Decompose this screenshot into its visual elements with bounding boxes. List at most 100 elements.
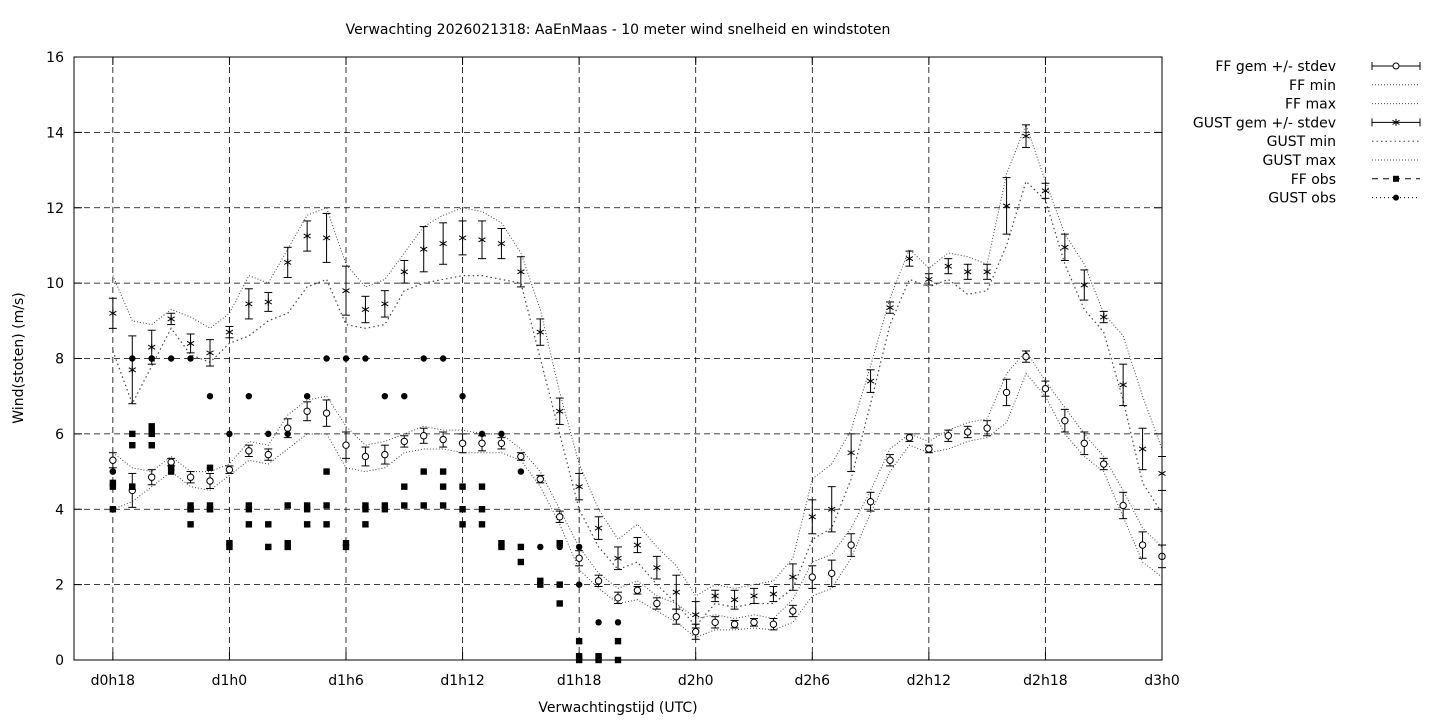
ff-obs-point <box>323 502 330 509</box>
ff-obs-point <box>148 441 155 449</box>
ff-obs-point <box>362 506 369 513</box>
legend: FF gem +/- stdev FF min FF max GUST gem +/-… <box>1193 59 1421 207</box>
ff-obs-point <box>187 506 194 513</box>
x-tick-label: d1h0 <box>212 673 248 689</box>
gust-mean-point <box>963 268 972 276</box>
ff-obs-point <box>362 502 369 509</box>
ff-mean-point <box>381 450 389 459</box>
ff-mean-point <box>400 437 408 446</box>
x-tick-label: d2h12 <box>907 673 951 689</box>
gust-mean-point-stroke <box>245 301 253 307</box>
gust-mean-point <box>633 541 642 549</box>
ff-obs-point <box>401 502 408 509</box>
gust-mean-point <box>206 349 214 357</box>
ff-obs-point <box>245 506 253 513</box>
ff-mean-point <box>556 513 564 521</box>
gust-mean-point-stroke <box>497 241 506 247</box>
ff-mean-point <box>750 618 758 627</box>
gust-obs-point <box>420 355 427 362</box>
x-tick-label: d2h18 <box>1023 673 1067 689</box>
ff-obs-point <box>284 543 291 551</box>
legend-label-ff_mean: FF gem +/- stdev <box>1215 59 1336 75</box>
ff-obs-point <box>303 502 311 509</box>
gust-mean-point-stroke <box>730 597 739 603</box>
ff-obs-point <box>556 539 563 547</box>
gust-mean-point-stroke <box>1138 446 1147 452</box>
gust-mean-point-stroke <box>381 301 389 307</box>
ff-obs-point <box>109 479 117 487</box>
ff-obs-point <box>401 483 408 490</box>
legend-swatch-marker <box>1393 194 1399 201</box>
ff-mean-point <box>944 432 952 440</box>
gust-obs-point <box>109 468 117 475</box>
ff-mean-point <box>672 612 680 621</box>
ff-obs-point <box>206 464 214 471</box>
ff-mean-point <box>925 445 933 453</box>
gust-mean-point-stroke <box>109 310 117 316</box>
ff-obs-point <box>187 521 194 528</box>
ff-obs-point <box>556 581 563 588</box>
gust-obs-point <box>595 619 602 626</box>
gust-mean-point-stroke <box>167 316 175 322</box>
gust-mean-point <box>322 234 331 242</box>
gust-obs-point <box>303 392 311 400</box>
plot-frame <box>73 56 1163 661</box>
ff-obs-point <box>614 637 622 645</box>
ff-obs-point <box>129 430 136 438</box>
gust-mean-point <box>1061 243 1069 251</box>
gust-mean-point-stroke <box>653 565 661 571</box>
gust-mean-point-stroke <box>458 235 467 241</box>
legend-swatch-marker <box>1392 62 1400 70</box>
gust-mean-point <box>905 255 914 263</box>
y-tick-label: 8 <box>55 352 64 368</box>
gust-mean-point-stroke <box>536 329 545 335</box>
ff-obs-point <box>537 581 544 588</box>
gust-mean-point <box>1041 187 1050 195</box>
ff-obs-point <box>167 468 175 475</box>
gust-mean-point <box>1022 132 1030 140</box>
gust-mean-point-stroke <box>555 408 564 414</box>
series-points <box>108 124 1166 664</box>
ff-mean-point <box>1002 388 1011 397</box>
ff-max-line <box>112 350 1163 620</box>
gust-obs-point <box>226 430 233 438</box>
gust-mean-point-stroke <box>342 288 350 294</box>
ff-obs-point <box>517 558 525 566</box>
ff-obs-point <box>439 502 447 509</box>
x-tick-label: d0h18 <box>91 673 135 689</box>
ff-obs-point <box>109 506 117 513</box>
gust-mean-point-stroke <box>361 306 370 313</box>
gust-mean-point <box>264 298 273 306</box>
gust-mean-point-stroke <box>594 525 603 531</box>
ff-mean-point <box>322 409 331 417</box>
gust-mean-point-stroke <box>206 350 214 356</box>
gust-mean-point-stroke <box>1002 203 1011 209</box>
gust-mean-point <box>381 300 389 308</box>
ff-obs-point <box>342 539 350 547</box>
y-axis-label: Wind(stoten) (m/s) <box>11 292 27 423</box>
gust-mean-point <box>458 234 467 242</box>
legend-label-gust_obs: GUST obs <box>1268 191 1336 207</box>
gust-obs-point <box>401 392 408 400</box>
gust-mean-point <box>789 573 797 581</box>
ff-obs-point <box>575 653 583 660</box>
ff-mean-point <box>439 435 447 444</box>
ff-mean-point <box>264 450 272 459</box>
ff-obs-point <box>517 543 525 551</box>
gust-mean-point-stroke <box>1022 133 1030 139</box>
ff-mean-point <box>225 465 234 474</box>
gust-obs-point <box>439 355 447 362</box>
gust-mean-point <box>711 592 719 600</box>
gust-obs-point <box>362 355 369 362</box>
x-tick-label: d3h0 <box>1144 673 1180 689</box>
ff-obs-point <box>439 468 447 475</box>
gust-mean-point-stroke <box>1099 314 1108 320</box>
gust-mean-point-stroke <box>963 269 972 275</box>
ff-obs-point <box>362 521 369 528</box>
axis-ticks: 0 2 4 6 8 10 12 14 16 d0h18 d1h0 d1h6 d1h12 d1h18 d2h0… <box>46 50 1180 689</box>
gust-mean-point-stroke <box>769 591 778 597</box>
gust-mean-point-stroke <box>517 269 525 275</box>
ff-mean-point <box>789 607 797 615</box>
gust-mean-point-stroke <box>614 555 622 561</box>
legend-label-ff_obs: FF obs <box>1291 172 1336 188</box>
